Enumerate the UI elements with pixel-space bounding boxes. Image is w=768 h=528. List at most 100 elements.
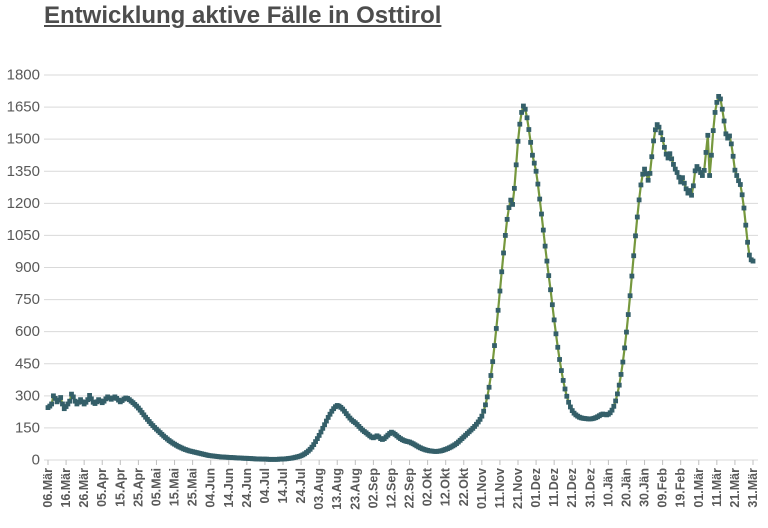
data-point-marker [690,183,696,189]
y-axis-label: 1650 [7,99,40,116]
data-point-marker [743,222,749,228]
data-point-marker [323,418,329,424]
y-axis-label: 750 [15,291,40,308]
data-point-marker [723,131,729,137]
active-cases-line [47,95,754,461]
data-point-marker [730,153,736,159]
y-axis-label: 1350 [7,163,40,180]
x-axis-label: 04.Jun [204,468,218,508]
data-point-marker [734,173,740,178]
x-axis-label: 01.Dez [529,468,543,508]
x-axis-label: 09.Feb [656,468,670,508]
data-point-marker [513,162,519,168]
data-point-marker [568,404,573,410]
data-point-marker [515,138,521,144]
data-point-marker [322,422,327,428]
data-point-marker [533,168,539,174]
data-point-marker [311,442,317,447]
data-point-marker [508,197,514,203]
data-point-marker [535,181,541,187]
y-axis-label: 450 [15,355,40,372]
y-axis-label: 1800 [7,67,40,84]
data-point-marker [611,403,617,409]
data-point-marker [69,391,74,397]
data-point-marker [718,96,723,102]
y-axis-label: 600 [15,323,40,340]
data-point-marker [517,121,523,127]
x-axis-label: 30.Jän [638,468,652,507]
series-markers [45,93,756,462]
data-point-marker [521,103,526,109]
x-axis-label: 16.Mär [59,468,73,508]
x-axis-label: 21.Dez [565,468,579,508]
data-point-marker [537,196,543,202]
data-point-marker [553,331,559,337]
x-axis-label: 31.Dez [583,468,597,508]
x-axis-label: 20.Jän [619,468,633,507]
data-point-marker [741,205,747,211]
data-point-marker [87,393,92,398]
data-point-marker [58,395,64,400]
data-point-marker [745,239,750,245]
data-point-marker [88,396,94,402]
data-point-marker [510,202,515,207]
data-point-marker [683,186,689,192]
data-point-marker [739,192,745,198]
data-point-marker [566,399,572,405]
data-point-marker [638,182,644,188]
data-point-marker [325,415,331,420]
data-point-marker [85,397,91,403]
data-point-marker [624,329,629,335]
data-point-marker [477,416,483,422]
data-point-marker [654,122,660,128]
x-axis-label: 19.Feb [674,468,688,508]
data-point-marker [678,179,684,185]
data-point-marker [667,151,673,157]
data-point-marker [546,273,552,279]
data-point-marker [709,152,714,158]
data-point-marker [52,396,58,401]
data-point-marker [634,214,640,220]
data-point-marker [710,128,716,134]
data-point-marker [522,106,528,112]
x-axis-ticks [47,460,754,465]
data-point-marker [560,378,566,383]
data-point-marker [645,177,651,183]
data-point-marker [56,397,62,403]
data-point-marker [699,173,705,178]
data-point-marker [492,343,497,348]
data-point-marker [486,384,492,390]
data-point-marker [551,317,557,323]
x-axis-label: 22.Sep [403,468,417,509]
data-point-marker [65,401,71,407]
data-point-marker [736,178,741,184]
data-point-marker [689,192,694,198]
data-point-marker [609,407,615,413]
x-axis-label: 05.Apr [95,468,109,507]
x-axis-label: 10.Jän [601,468,615,507]
data-point-marker [504,216,510,222]
data-point-marker [497,288,503,294]
data-point-marker [640,171,646,177]
data-point-marker [313,439,318,445]
data-point-marker [652,127,658,133]
x-axis-label: 11.Nov [493,468,507,508]
data-point-marker [701,167,707,173]
data-point-marker [318,429,324,435]
data-point-marker [712,110,718,115]
data-point-marker [484,394,490,400]
x-axis-label: 31.Mär [746,468,760,508]
data-point-marker [499,269,505,275]
data-point-marker [627,293,633,299]
data-point-marker [483,402,488,408]
data-point-marker [607,410,613,416]
x-axis-label: 02.Okt [421,467,435,506]
data-point-marker [728,141,734,147]
data-point-marker [60,401,65,407]
data-point-marker [647,170,653,176]
data-point-marker [662,144,667,150]
y-axis-label: 1200 [7,195,40,212]
data-point-marker [694,164,700,169]
data-point-marker [719,106,725,112]
data-point-marker [656,124,662,130]
